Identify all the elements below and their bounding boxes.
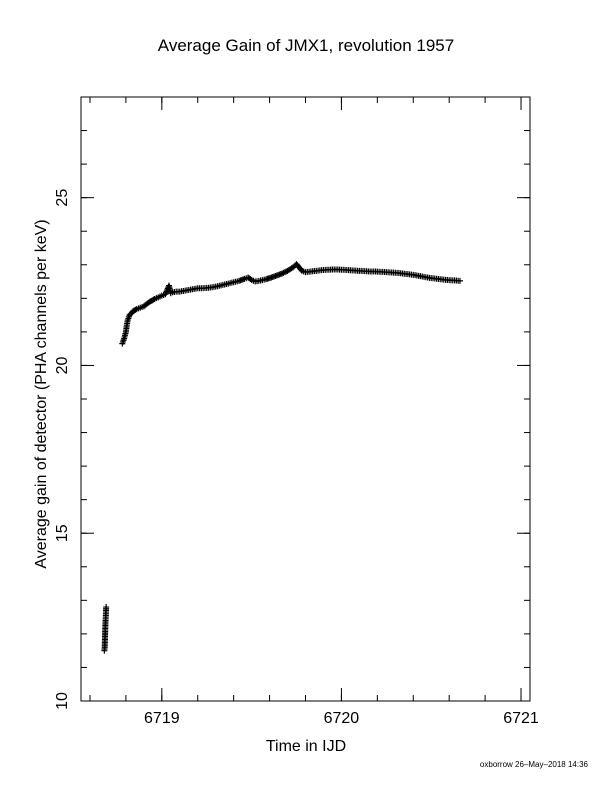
y-tick-label: 10 — [54, 692, 71, 710]
data-point — [280, 269, 287, 276]
plot-frame — [80, 96, 531, 702]
data-point — [103, 604, 110, 611]
data-point — [132, 306, 139, 313]
data-point — [456, 277, 463, 284]
data-point — [279, 270, 286, 277]
y-tick-label: 20 — [54, 356, 71, 374]
data-point — [281, 269, 288, 276]
x-axis-label: Time in IJD — [265, 738, 347, 755]
x-tick-label: 6719 — [144, 710, 180, 727]
y-tick-label: 25 — [54, 189, 71, 207]
footer-credit: oxborrow 26–May–2018 14:36 — [479, 760, 588, 769]
y-tick-label: 15 — [54, 524, 71, 542]
x-tick-label: 6721 — [503, 710, 539, 727]
y-axis-label: Average gain of detector (PHA channels p… — [33, 219, 50, 569]
chart-title: Average Gain of JMX1, revolution 1957 — [157, 36, 455, 55]
x-tick-label: 6720 — [324, 710, 360, 727]
